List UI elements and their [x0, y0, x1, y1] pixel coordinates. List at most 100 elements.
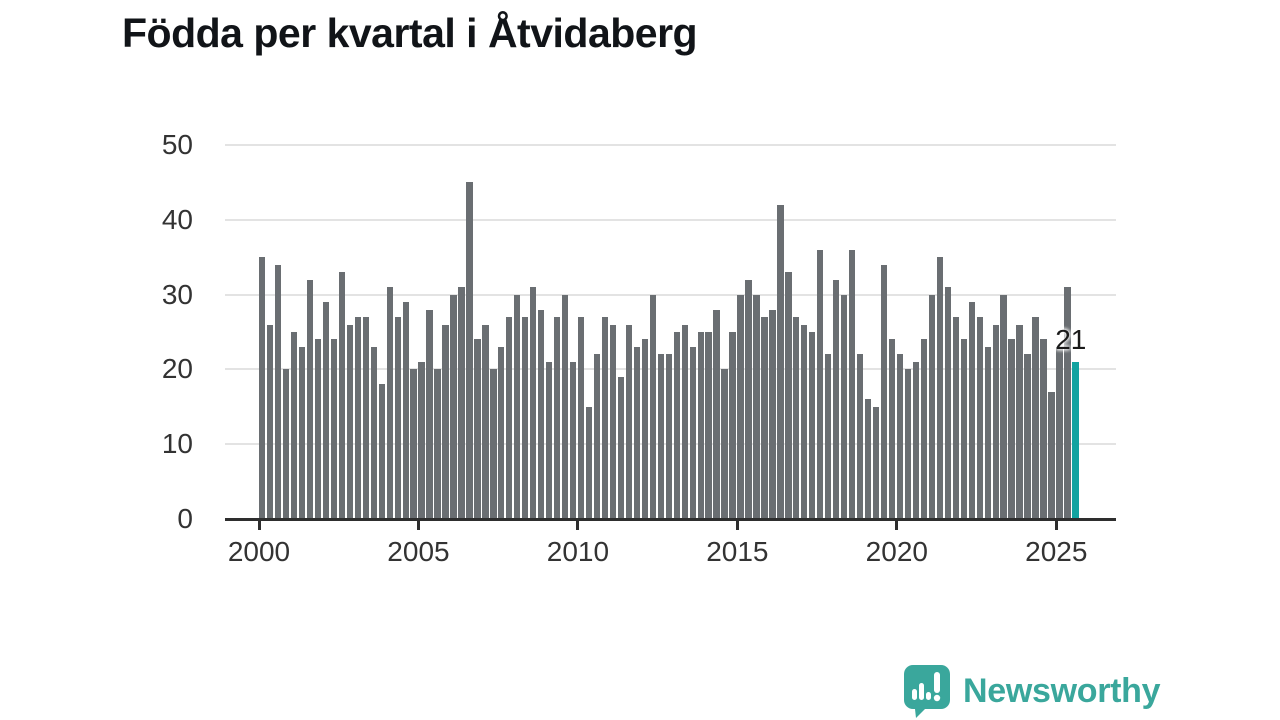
bar [817, 249, 824, 519]
bar [809, 332, 816, 519]
bar [1008, 339, 1015, 519]
newsworthy-speech-bubble-barchart-icon [903, 664, 951, 718]
bar [370, 346, 377, 519]
bar [585, 406, 593, 519]
bar [713, 309, 720, 519]
bar [577, 317, 585, 519]
bar [777, 204, 784, 519]
y-tick-label-0: 0 [177, 503, 193, 534]
newsworthy-logo: Newsworthy [903, 664, 1161, 718]
bar [968, 302, 975, 519]
bar [872, 406, 880, 519]
y-tick-label-20: 20 [161, 353, 193, 385]
bar [745, 279, 752, 519]
bar [362, 317, 369, 519]
bar [1024, 354, 1031, 519]
bar [450, 294, 457, 519]
bar [426, 309, 433, 519]
bar [490, 369, 497, 519]
bar [896, 354, 904, 519]
x-tick-2025 [1054, 521, 1058, 530]
last-value-annotation: 21 [1055, 323, 1087, 355]
x-tick-label-2000: 2000 [227, 536, 291, 567]
bar [482, 324, 489, 519]
bar [649, 294, 656, 519]
bar [689, 346, 696, 519]
bar [705, 332, 712, 519]
y-tick-label-30: 30 [161, 278, 193, 310]
page-title: Födda per kvartal i Åtvidaberg [122, 10, 698, 56]
bar [641, 339, 648, 519]
bar [625, 324, 633, 519]
bar [920, 339, 928, 519]
bar [737, 294, 744, 519]
bar [673, 332, 680, 519]
bar [960, 339, 967, 519]
bar [1032, 317, 1039, 519]
bar [458, 287, 465, 519]
bar [386, 287, 393, 519]
bar [665, 354, 672, 519]
bar [856, 354, 864, 519]
bar [976, 317, 983, 519]
bar [546, 361, 553, 519]
bar [410, 369, 417, 519]
bar [841, 294, 848, 519]
bar [992, 324, 999, 519]
bar [394, 317, 401, 519]
bar [825, 354, 832, 519]
bar [633, 346, 641, 519]
bar [936, 257, 943, 519]
bar [466, 182, 473, 519]
x-axis-line [225, 518, 1116, 521]
bar [657, 354, 664, 519]
bar [561, 294, 569, 519]
bar [314, 339, 322, 519]
bar [298, 346, 306, 519]
bar [1016, 324, 1023, 519]
bar [290, 332, 298, 519]
y-tick-label-50: 50 [161, 129, 193, 160]
bar [282, 369, 290, 519]
gridline-50 [225, 144, 1116, 146]
x-tick-2020 [895, 521, 899, 530]
bar [681, 324, 688, 519]
bar [538, 309, 545, 519]
bar [266, 324, 274, 519]
x-tick-label-2025: 2025 [1025, 536, 1088, 567]
bar [530, 287, 537, 519]
bar [506, 317, 513, 519]
x-tick-label-2010: 2010 [546, 536, 610, 567]
x-tick-2010 [576, 521, 580, 530]
x-tick-2005 [416, 521, 420, 530]
bar [880, 264, 888, 519]
bar [952, 317, 959, 519]
bar [721, 369, 728, 519]
bar [984, 346, 991, 519]
newsworthy-logo-text: Newsworthy [963, 671, 1161, 710]
bar [769, 309, 776, 519]
bar [785, 272, 792, 519]
bar [928, 294, 936, 519]
bar [442, 324, 449, 519]
bar [888, 339, 896, 519]
bar [259, 257, 266, 519]
bar [569, 361, 577, 519]
gridline-30 [225, 293, 1116, 296]
bar [418, 361, 425, 519]
bar [402, 302, 409, 519]
bar [1048, 391, 1055, 519]
bar [434, 369, 441, 519]
y-tick-label-10: 10 [161, 428, 193, 460]
bar [864, 399, 872, 519]
bar [306, 279, 314, 519]
x-tick-2000 [257, 521, 261, 530]
bar [761, 317, 768, 519]
bar [849, 249, 856, 519]
bar [729, 332, 736, 519]
gridline-40 [225, 218, 1116, 221]
bar [354, 317, 361, 519]
x-tick-label-2005: 2005 [387, 536, 450, 567]
bar [793, 317, 800, 519]
bar [753, 294, 760, 519]
